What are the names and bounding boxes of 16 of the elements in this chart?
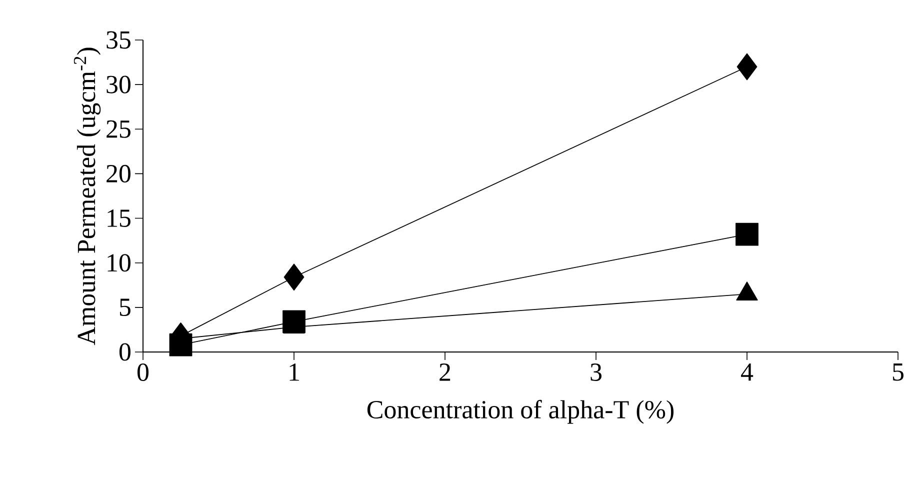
x-tick-label: 2: [440, 364, 450, 381]
y-tick-label: 10: [108, 254, 130, 272]
y-tick-label: 35: [106, 31, 130, 49]
x-tick-label: 1: [290, 364, 299, 381]
y-tick-label: 15: [108, 210, 130, 227]
y-tick-label: 0: [119, 343, 130, 361]
y-tick-label: 5: [120, 298, 130, 316]
y-tick-label: 25: [106, 120, 130, 138]
y-tick-label: 30: [106, 76, 130, 94]
x-tick-label: 3: [590, 364, 602, 381]
x-tick-label: 0: [137, 364, 149, 382]
x-tick-label: 4: [741, 364, 754, 381]
y-tick-label: 20: [106, 164, 130, 182]
y-axis-title: Amount Permeated (ugcm$^{-2}$): [74, 48, 101, 346]
x-axis-title: Concentration of alpha-T (%): [367, 400, 674, 424]
x-tick-label: 5: [893, 364, 904, 381]
